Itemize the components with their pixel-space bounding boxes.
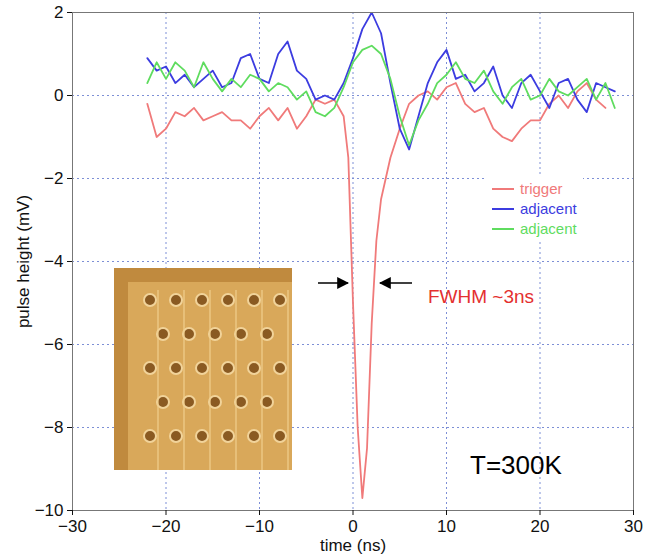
svg-text:0: 0 bbox=[348, 517, 357, 536]
html-text:FWHM ~3ns: FWHM ~3ns bbox=[428, 286, 535, 307]
svg-text:2: 2 bbox=[54, 3, 63, 22]
svg-text:30: 30 bbox=[624, 517, 643, 536]
svg-text:−10: −10 bbox=[35, 501, 64, 520]
svg-text:10: 10 bbox=[437, 517, 456, 536]
html-text:trigger: trigger bbox=[520, 180, 563, 197]
svg-text:−30: −30 bbox=[58, 516, 87, 536]
html-text:adjacent: adjacent bbox=[520, 200, 577, 217]
svg-text:−2: −2 bbox=[44, 169, 63, 188]
svg-text:−10: −10 bbox=[245, 517, 274, 536]
svg-text:0: 0 bbox=[54, 86, 63, 105]
svg-text:−20: −20 bbox=[152, 517, 181, 536]
html-text:T=300K: T=300K bbox=[470, 450, 562, 480]
svg-text:−6: −6 bbox=[44, 335, 63, 354]
svg-text:20: 20 bbox=[531, 517, 550, 536]
svg-text:time (ns): time (ns) bbox=[320, 536, 386, 555]
svg-text:pulse height (mV): pulse height (mV) bbox=[14, 195, 33, 328]
html-text:adjacent: adjacent bbox=[520, 220, 577, 237]
svg-text:−4: −4 bbox=[44, 252, 63, 271]
svg-text:−8: −8 bbox=[44, 418, 63, 437]
